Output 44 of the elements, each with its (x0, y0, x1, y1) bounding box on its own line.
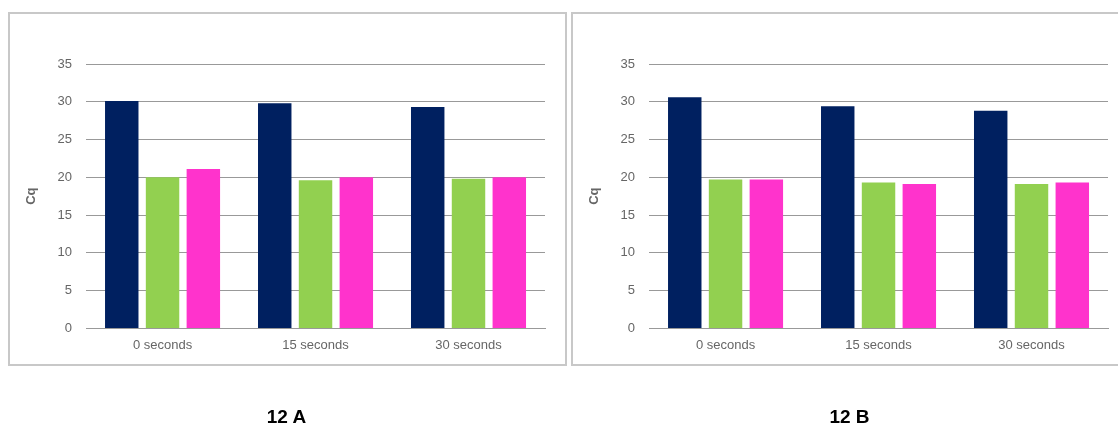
bar (973, 110, 1008, 328)
bar (258, 103, 292, 328)
bar (1055, 182, 1090, 328)
text: 12 A (265, 406, 308, 428)
x-tick-label: 0 seconds (132, 336, 193, 352)
bar (668, 97, 702, 328)
x-tick-label: 0 seconds (695, 336, 756, 352)
y-axis-title: Cq (23, 187, 39, 205)
bar (298, 180, 333, 328)
bar (105, 101, 139, 328)
bar (821, 106, 855, 328)
y-tick-label: 35 (620, 55, 636, 71)
y-tick-label: 30 (620, 93, 636, 109)
y-tick-label: 0 (627, 319, 636, 335)
y-tick-label: 30 (57, 93, 73, 109)
y-tick-label: 5 (64, 282, 73, 298)
bar (902, 184, 937, 328)
bar (451, 178, 486, 328)
y-axis-title: Cq (586, 187, 602, 205)
bar (861, 182, 896, 328)
x-tick-label: 15 seconds (845, 336, 913, 352)
x-tick-label: 30 seconds (435, 336, 503, 352)
bar (339, 177, 374, 328)
bar (749, 179, 784, 328)
bar (145, 177, 180, 328)
y-tick-label: 0 (64, 319, 73, 335)
bar (708, 179, 743, 328)
y-tick-label: 15 (57, 206, 73, 222)
y-tick-label: 5 (627, 282, 636, 298)
y-tick-label: 25 (57, 131, 73, 147)
bar (1014, 184, 1049, 328)
bar (186, 169, 221, 328)
text: 12 B (828, 406, 871, 428)
x-tick-label: 15 seconds (282, 336, 350, 352)
x-tick-label: 30 seconds (998, 336, 1066, 352)
y-tick-label: 20 (620, 168, 636, 184)
bar (492, 177, 527, 328)
bar (410, 107, 445, 328)
y-tick-label: 15 (620, 206, 636, 222)
y-tick-label: 25 (620, 131, 636, 147)
y-tick-label: 10 (57, 244, 73, 260)
y-tick-label: 10 (620, 244, 636, 260)
y-tick-label: 35 (57, 55, 73, 71)
y-tick-label: 20 (57, 168, 73, 184)
